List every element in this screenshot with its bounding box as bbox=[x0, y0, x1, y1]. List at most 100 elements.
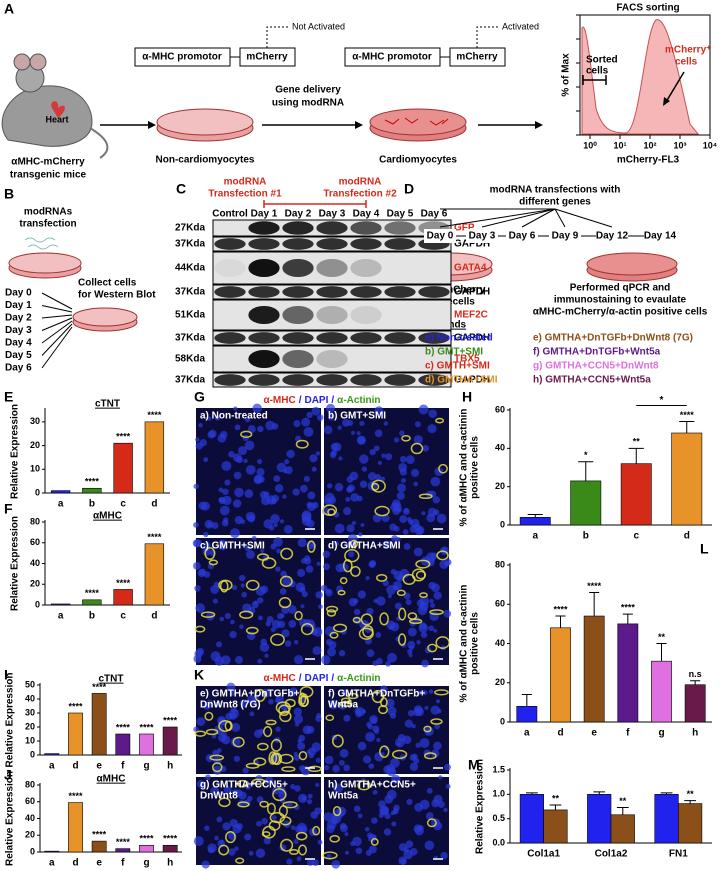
y-tick-label: 40 bbox=[495, 638, 505, 648]
nucleus bbox=[374, 729, 379, 734]
nucleus bbox=[216, 748, 222, 753]
panel-label: J bbox=[4, 767, 12, 783]
nucleus bbox=[399, 430, 405, 436]
cell bbox=[434, 689, 449, 696]
d-label: Performed qPCR and bbox=[570, 283, 671, 294]
step-label: modRNAs bbox=[24, 207, 73, 218]
nucleus bbox=[286, 858, 293, 865]
cell bbox=[204, 546, 216, 560]
nucleus bbox=[263, 491, 270, 498]
mouse-illustration bbox=[1, 53, 109, 159]
cell bbox=[200, 611, 216, 618]
nucleus bbox=[290, 825, 296, 831]
nucleus bbox=[265, 420, 275, 431]
nucleus bbox=[370, 560, 377, 567]
blot-band bbox=[384, 286, 416, 298]
nucleus bbox=[207, 846, 215, 854]
cell bbox=[371, 482, 380, 491]
nucleus bbox=[335, 563, 345, 573]
nucleus bbox=[196, 717, 206, 727]
nucleus bbox=[433, 591, 442, 600]
cell bbox=[391, 749, 408, 760]
nucleus bbox=[417, 605, 428, 616]
nucleus bbox=[219, 505, 230, 516]
nucleus bbox=[193, 562, 201, 570]
x-tick-label: Col1a1 bbox=[527, 849, 560, 860]
nucleus bbox=[306, 411, 313, 419]
nucleus bbox=[243, 458, 248, 464]
nucleus bbox=[404, 719, 413, 728]
y-tick-label: 0 bbox=[500, 716, 505, 726]
error-bar bbox=[555, 615, 566, 628]
nucleus bbox=[257, 425, 264, 433]
blot-strip bbox=[212, 251, 452, 285]
panel-label: M bbox=[468, 757, 480, 773]
nucleus bbox=[393, 437, 400, 443]
nucleus bbox=[315, 591, 323, 599]
image-label: c) GMTH+SMI bbox=[200, 541, 265, 552]
nucleus bbox=[298, 618, 308, 628]
bar bbox=[139, 844, 154, 853]
blot-band bbox=[350, 286, 382, 298]
nucleus bbox=[419, 738, 430, 748]
blot-band bbox=[384, 238, 416, 250]
nucleus bbox=[343, 507, 352, 516]
legend-entry: f) GMTHA+DnTGFb+Wnt5a bbox=[533, 347, 661, 358]
cell bbox=[245, 762, 260, 769]
nucleus bbox=[413, 523, 421, 531]
facs-gate-label: cells bbox=[586, 66, 609, 77]
mouse-label: αMHC-mCherry bbox=[11, 157, 85, 168]
arrow-head bbox=[355, 121, 363, 129]
nucleus bbox=[211, 734, 217, 739]
nucleus bbox=[322, 550, 330, 558]
nucleus bbox=[236, 456, 243, 464]
bar bbox=[610, 814, 635, 844]
cell bbox=[340, 697, 351, 704]
nucleus bbox=[293, 754, 301, 761]
cell bbox=[209, 754, 224, 761]
cell bbox=[396, 589, 406, 597]
nucleus bbox=[350, 430, 356, 435]
lane-label: Control bbox=[212, 209, 248, 220]
nucleus bbox=[226, 682, 236, 692]
nucleus bbox=[399, 455, 407, 463]
cell bbox=[218, 579, 233, 591]
nucleus bbox=[407, 640, 416, 649]
nucleus bbox=[366, 607, 374, 615]
arrow bbox=[554, 208, 613, 228]
nucleus bbox=[224, 479, 231, 486]
blot-band bbox=[316, 259, 348, 277]
stain-part: DAPI bbox=[304, 673, 328, 684]
x-tick-label: h bbox=[167, 761, 173, 772]
nucleus bbox=[388, 625, 394, 630]
size-label: 51Kda bbox=[175, 310, 205, 321]
nucleus bbox=[382, 579, 389, 587]
nucleus bbox=[350, 493, 359, 502]
nucleus bbox=[315, 782, 320, 787]
nucleus bbox=[343, 764, 351, 772]
nucleus bbox=[307, 502, 316, 512]
cell bbox=[408, 618, 423, 625]
day-bg bbox=[466, 229, 498, 243]
nucleus bbox=[264, 653, 269, 658]
nucleus bbox=[421, 659, 429, 668]
nucleus bbox=[365, 576, 370, 581]
significance: ** bbox=[687, 789, 695, 799]
nucleus bbox=[338, 650, 346, 657]
x-tick-label: g bbox=[658, 728, 664, 739]
nucleus bbox=[284, 640, 292, 647]
cell bbox=[360, 613, 373, 626]
nucleus bbox=[306, 749, 312, 755]
nucleus bbox=[193, 726, 199, 733]
blot-band bbox=[282, 286, 314, 298]
connector bbox=[41, 326, 73, 369]
bar bbox=[620, 463, 652, 526]
size-label: 37Kda bbox=[175, 239, 205, 250]
x-tick-label: 10¹ bbox=[613, 140, 626, 150]
cell bbox=[401, 435, 411, 442]
nucleus bbox=[402, 529, 409, 535]
nucleus bbox=[376, 596, 386, 606]
nucleus bbox=[341, 689, 348, 696]
image-label: Wnt5a bbox=[328, 700, 358, 711]
cell bbox=[371, 689, 385, 704]
